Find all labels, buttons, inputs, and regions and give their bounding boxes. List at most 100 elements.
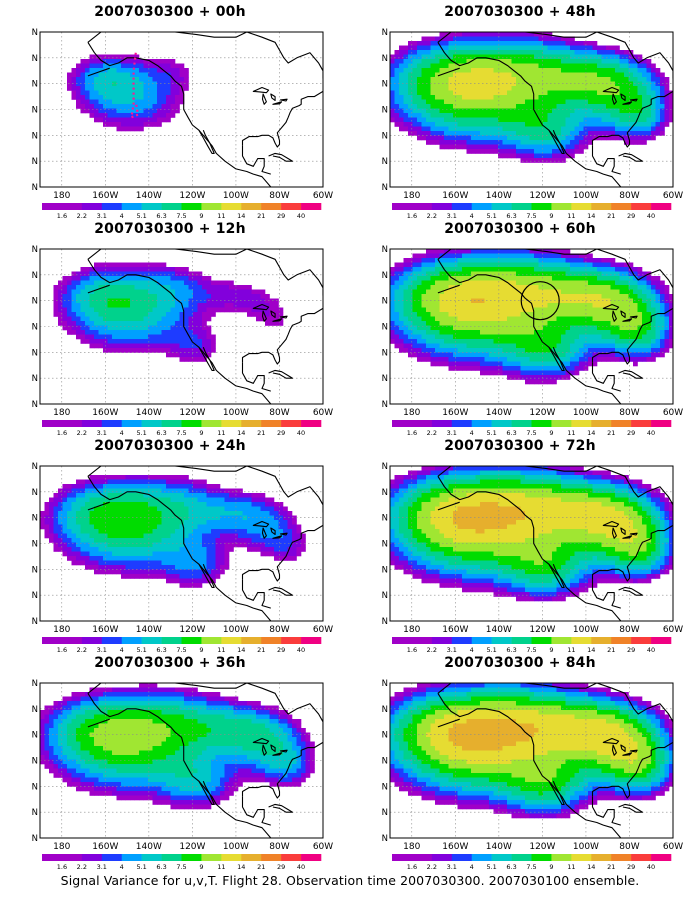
lon-tick-label: 80W <box>619 191 639 201</box>
colorbar-label: 11 <box>567 212 575 220</box>
lon-tick-label: 80W <box>269 625 289 635</box>
colorbar-swatch <box>551 203 572 210</box>
colorbar-swatch <box>551 637 572 644</box>
lat-tick-label: 20N <box>32 591 38 601</box>
colorbar-label: 7.5 <box>526 212 536 220</box>
colorbar-swatch <box>451 420 473 427</box>
map-frame <box>39 682 324 839</box>
colorbar-swatch <box>141 203 162 210</box>
colorbar-swatch <box>301 854 322 861</box>
colorbar-label: 7.5 <box>526 429 536 437</box>
lat-tick-label: 20N <box>382 808 388 818</box>
graticule <box>390 32 673 187</box>
shaded-field <box>390 466 673 602</box>
lon-tick-label: 100W <box>223 191 249 201</box>
lon-tick-label: 160W <box>92 842 118 852</box>
lon-tick-label: 60W <box>663 191 683 201</box>
colorbar-swatch <box>141 420 162 427</box>
panel-title: 2007030300 + 24h <box>94 438 246 454</box>
colorbar-swatch <box>431 854 453 861</box>
colorbar-label: 9 <box>549 646 553 654</box>
map-panel: 2007030300 + 60h 70N 60N 50N 40N 30N 20N 10N 180… <box>350 221 690 439</box>
coastline <box>437 683 673 838</box>
lon-tick-label: 140W <box>136 842 162 852</box>
colorbar-label: 9 <box>549 863 553 871</box>
colorbar-label: 11 <box>217 429 225 437</box>
lon-tick-label: 100W <box>223 625 249 635</box>
colorbar-label: 5.1 <box>136 863 146 871</box>
colorbar-label: 40 <box>297 646 305 654</box>
lon-tick-label: 160W <box>442 191 468 201</box>
colorbar-label: 2.2 <box>427 429 437 437</box>
colorbar-label: 21 <box>607 863 615 871</box>
coastline <box>87 249 323 404</box>
variance-map: 70N 60N 50N 40N 30N 20N 10N 180 160W 140W 120W 100W… <box>382 462 683 654</box>
map-panel: 2007030300 + 48h 70N 60N 50N 40N 30N 20N 10N 180… <box>350 4 690 222</box>
shaded-field <box>67 54 189 132</box>
colorbar-label: 11 <box>567 646 575 654</box>
colorbar-label: 5.1 <box>486 212 496 220</box>
verification-circle <box>520 281 560 321</box>
colorbar-swatch <box>161 854 182 861</box>
colorbar-swatch <box>81 420 103 427</box>
lat-tick-label: 60N <box>382 54 388 64</box>
lon-tick-label: 160W <box>442 842 468 852</box>
colorbar-label: 1.6 <box>57 646 67 654</box>
colorbar-label: 21 <box>607 646 615 654</box>
colorbar-swatch <box>42 637 63 644</box>
colorbar-swatch <box>42 420 63 427</box>
lat-tick-label: 60N <box>32 705 38 715</box>
colorbar-swatch <box>261 637 282 644</box>
colorbar-label: 21 <box>257 646 265 654</box>
colorbar-label: 3.1 <box>97 646 107 654</box>
colorbar-label: 3.1 <box>447 429 457 437</box>
colorbar-label: 14 <box>237 429 245 437</box>
map-frame <box>389 682 674 839</box>
colorbar-swatch <box>241 637 262 644</box>
colorbar-swatch <box>301 420 322 427</box>
lat-tick-label: 50N <box>32 297 38 307</box>
colorbar-label: 6.3 <box>506 863 516 871</box>
colorbar-swatch <box>261 203 282 210</box>
coastline <box>437 466 673 621</box>
colorbar-swatch <box>511 203 532 210</box>
lat-tick-label: 70N <box>32 462 38 472</box>
colorbar-swatch <box>301 637 322 644</box>
colorbar-label: 6.3 <box>506 429 516 437</box>
lon-tick-label: 80W <box>619 842 639 852</box>
map-frame <box>39 465 324 622</box>
colorbar-label: 29 <box>277 863 285 871</box>
lat-tick-label: 30N <box>382 131 388 141</box>
colorbar-swatch <box>221 420 242 427</box>
colorbar-label: 2.2 <box>427 863 437 871</box>
lon-tick-label: 160W <box>92 191 118 201</box>
flight-track <box>129 52 140 120</box>
map-panel: 2007030300 + 24h 70N 60N 50N 40N 30N 20N 10N 180… <box>0 438 340 656</box>
colorbar-swatch <box>611 420 632 427</box>
colorbar-swatch <box>181 420 202 427</box>
lat-tick-label: 60N <box>32 271 38 281</box>
map-panel: 2007030300 + 84h 70N 60N 50N 40N 30N 20N 10N 180… <box>350 655 690 873</box>
variance-map: 70N 60N 50N 40N 30N 20N 10N 180 160W 140W 120W 100W… <box>32 462 333 654</box>
colorbar-label: 7.5 <box>176 429 186 437</box>
colorbar-label: 14 <box>587 646 595 654</box>
colorbar: 1.6 2.2 3.1 4 5.1 6.3 7.5 9 11 14 21 29 40 <box>42 203 322 220</box>
colorbar-label: 11 <box>217 863 225 871</box>
colorbar-label: 4 <box>120 212 124 220</box>
lon-tick-label: 100W <box>223 842 249 852</box>
colorbar-swatch <box>511 637 532 644</box>
colorbar-swatch <box>411 854 433 861</box>
lat-tick-label: 10N <box>382 617 388 627</box>
lon-tick-label: 140W <box>136 408 162 418</box>
lat-tick-label: 30N <box>32 565 38 575</box>
lon-tick-label: 60W <box>663 408 683 418</box>
colorbar-swatch <box>511 854 532 861</box>
graticule <box>390 466 673 621</box>
lat-tick-label: 60N <box>32 488 38 498</box>
lon-tick-label: 160W <box>92 625 118 635</box>
lon-tick-label: 160W <box>442 408 468 418</box>
colorbar-swatch <box>651 854 672 861</box>
colorbar-label: 5.1 <box>486 863 496 871</box>
lon-tick-label: 120W <box>179 408 205 418</box>
lat-tick-label: 50N <box>32 731 38 741</box>
